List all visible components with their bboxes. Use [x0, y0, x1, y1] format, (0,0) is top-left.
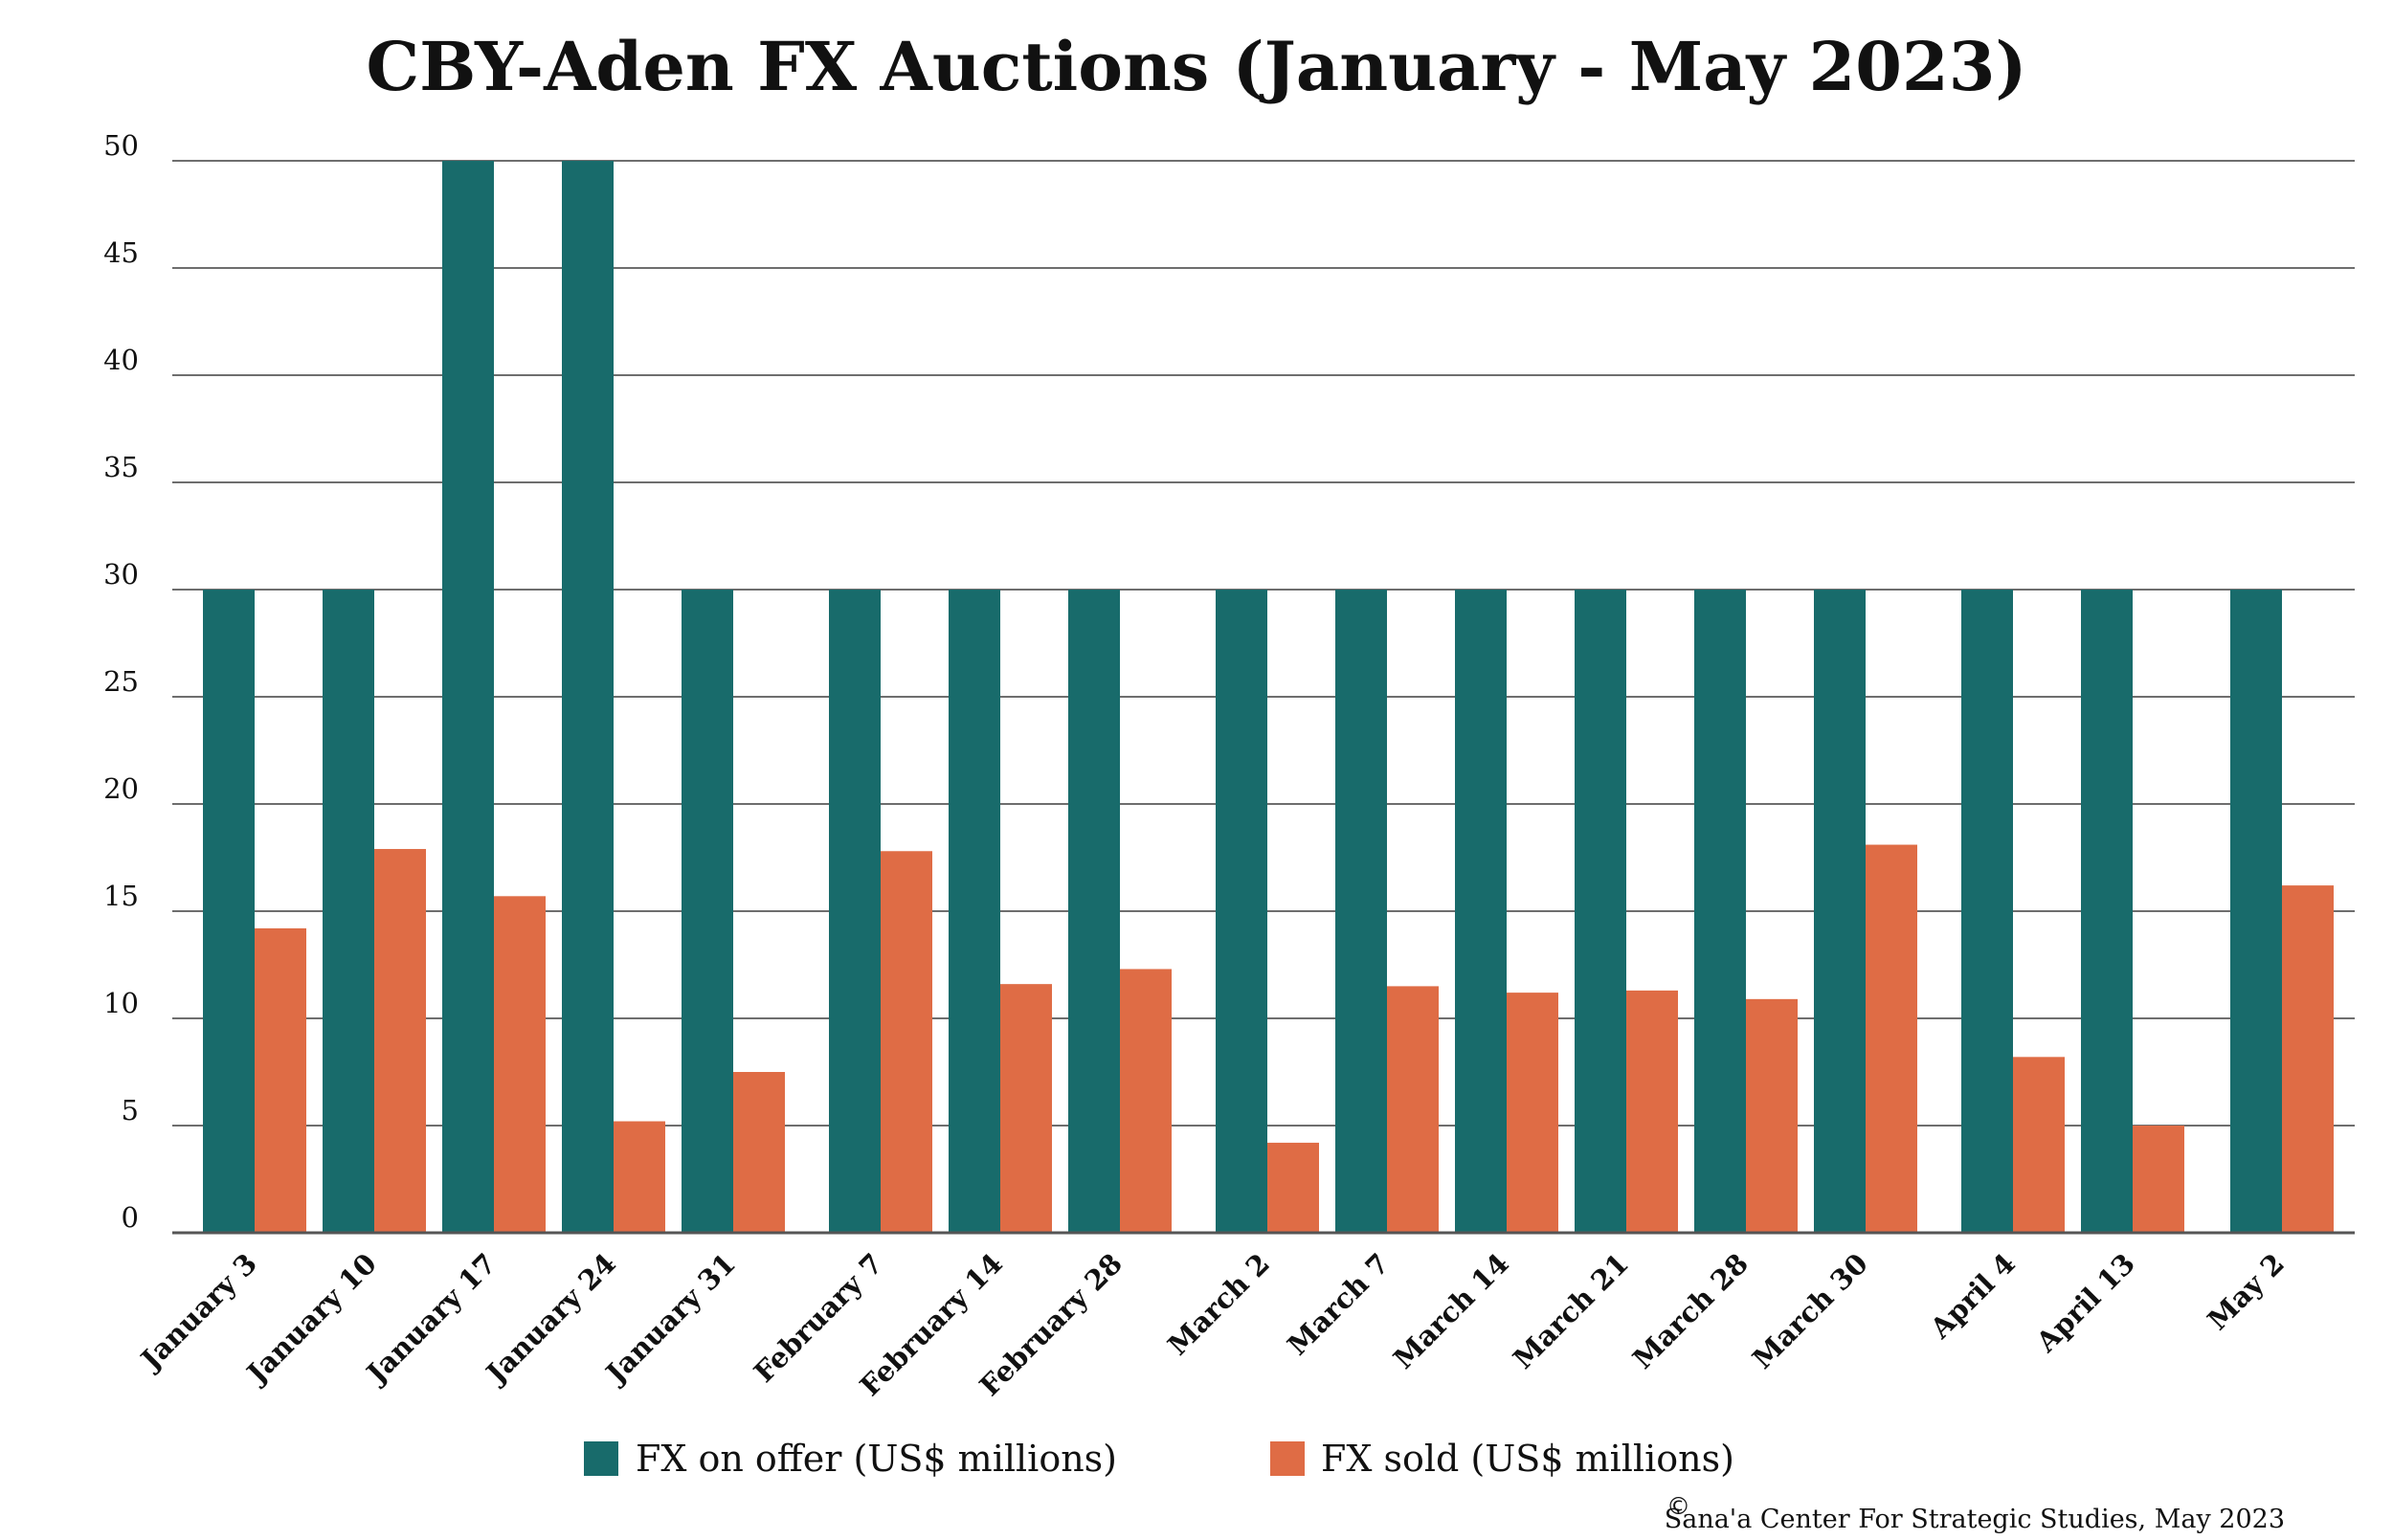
bar-fx-sold	[2282, 885, 2334, 1233]
legend-label: FX sold (US$ millions)	[1321, 1438, 1734, 1480]
y-tick-label: 10	[103, 987, 139, 1019]
bars	[203, 161, 2334, 1233]
legend: FX on offer (US$ millions) FX sold (US$ m…	[584, 1438, 1734, 1480]
legend-label: FX on offer (US$ millions)	[636, 1438, 1117, 1480]
bar-fx-sold	[374, 849, 426, 1233]
bar-fx-on-offer	[1961, 590, 2013, 1233]
bar-fx-sold	[1387, 986, 1439, 1233]
bar-fx-on-offer	[1455, 590, 1507, 1233]
y-tick-label: 50	[103, 129, 139, 162]
legend-swatch	[584, 1441, 618, 1476]
source-credit: © Sana'a Center For Strategic Studies, M…	[1665, 1492, 2285, 1534]
bar-fx-sold	[1746, 998, 1798, 1233]
y-tick-label: 40	[103, 344, 139, 376]
y-tick-label: 20	[103, 772, 139, 805]
y-tick-label: 45	[103, 236, 139, 269]
x-tick-label: April 4	[1923, 1247, 2022, 1346]
bar-fx-sold	[733, 1072, 785, 1233]
y-tick-label: 25	[103, 665, 139, 698]
bar-fx-on-offer	[1068, 590, 1120, 1233]
x-tick-label: March 28	[1626, 1247, 1755, 1375]
bar-fx-on-offer	[2230, 590, 2282, 1233]
bar-fx-sold	[614, 1121, 665, 1233]
x-tick-label: January 3	[133, 1247, 263, 1377]
credit-text: Sana'a Center For Strategic Studies, May…	[1665, 1505, 2285, 1534]
bar-fx-sold	[1120, 969, 1172, 1233]
x-tick-label: March 30	[1746, 1247, 1874, 1375]
bar-fx-on-offer	[829, 590, 881, 1233]
x-tick-label: May 2	[2202, 1247, 2291, 1336]
bar-fx-sold	[1267, 1142, 1319, 1233]
bar-fx-on-offer	[949, 590, 1000, 1233]
bar-fx-sold	[881, 851, 932, 1233]
bar-fx-sold	[2013, 1057, 2065, 1233]
chart-title: CBY-Aden FX Auctions (January - May 2023…	[366, 27, 2026, 106]
bar-fx-on-offer	[1694, 590, 1746, 1233]
x-tick-label: March 7	[1281, 1247, 1396, 1362]
bar-fx-sold	[1626, 990, 1678, 1233]
bar-fx-on-offer	[323, 590, 374, 1233]
y-tick-label: 5	[122, 1094, 139, 1127]
bar-fx-sold	[2133, 1126, 2184, 1233]
legend-swatch	[1270, 1441, 1305, 1476]
x-tick-label: March 21	[1507, 1247, 1635, 1375]
copyright-icon: ©	[1666, 1492, 1690, 1520]
bar-fx-sold	[255, 927, 306, 1233]
bar-fx-sold	[1000, 984, 1052, 1233]
bar-fx-on-offer	[2081, 590, 2133, 1233]
bar-fx-on-offer	[1575, 590, 1626, 1233]
y-tick-label: 0	[122, 1201, 139, 1234]
y-tick-label: 35	[103, 451, 139, 483]
bar-fx-on-offer	[1216, 590, 1267, 1233]
x-tick-label: March 14	[1387, 1247, 1515, 1375]
y-tick-label: 30	[103, 558, 139, 591]
x-tick-label: March 2	[1161, 1247, 1276, 1362]
bar-fx-on-offer	[682, 590, 733, 1233]
bar-fx-sold	[1866, 844, 1917, 1233]
bar-fx-on-offer	[1335, 590, 1387, 1233]
bar-fx-on-offer	[1814, 590, 1866, 1233]
bar-fx-on-offer	[562, 161, 614, 1233]
bar-fx-on-offer	[203, 590, 255, 1233]
bar-fx-sold	[494, 896, 546, 1233]
bar-fx-on-offer	[442, 161, 494, 1233]
y-axis-ticks: 0 5 10 15 20 25 30 35 40 45 50	[103, 129, 139, 1234]
y-tick-label: 15	[103, 880, 139, 912]
bar-fx-sold	[1507, 993, 1558, 1233]
x-tick-label: April 13	[2029, 1247, 2141, 1359]
